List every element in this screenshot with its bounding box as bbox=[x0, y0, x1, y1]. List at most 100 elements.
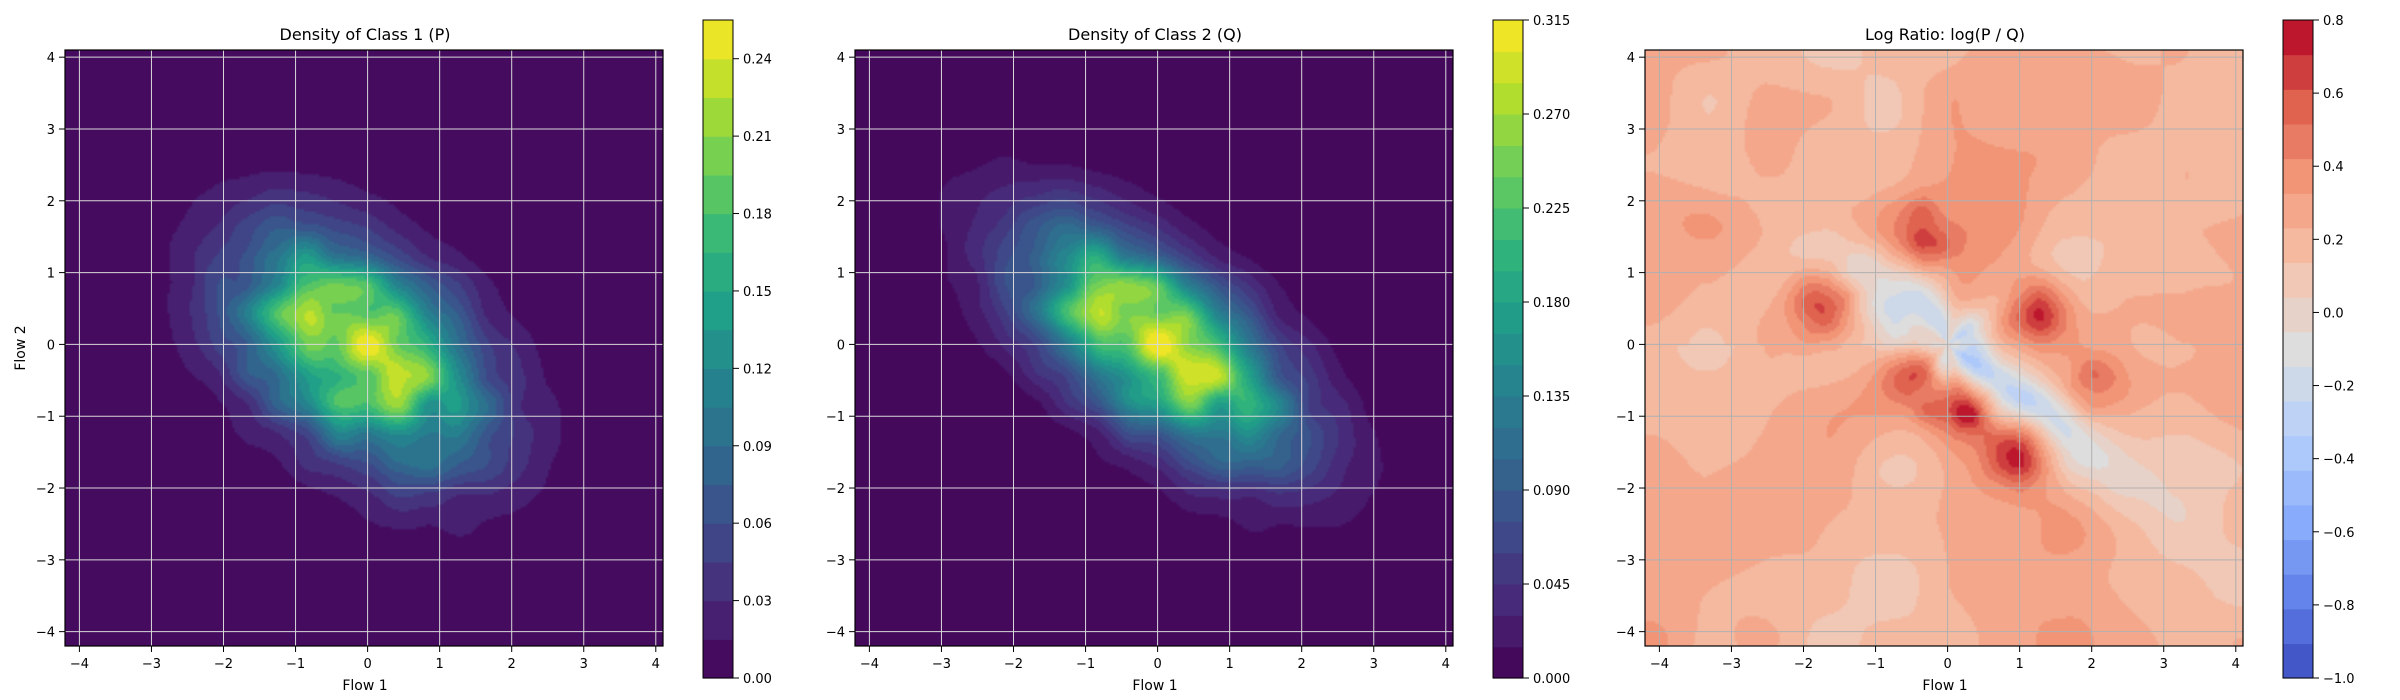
y-tick-label: −1 bbox=[826, 410, 845, 425]
y-tick-label: −2 bbox=[1616, 482, 1635, 497]
x-tick-label: 4 bbox=[652, 657, 660, 672]
y-tick-label: 3 bbox=[47, 123, 55, 138]
colorbar-level bbox=[703, 600, 733, 640]
y-tick-label: 2 bbox=[47, 195, 55, 210]
colorbar: 0.00 0.03 0.06 0.09 0.12 0.15 0.18 0.21 0.24 bbox=[702, 19, 772, 687]
colorbar-tick-label: −0.2 bbox=[2323, 380, 2355, 395]
colorbar-level bbox=[1493, 20, 1523, 52]
contour-field bbox=[1645, 50, 2243, 646]
x-tick-label: −2 bbox=[1004, 657, 1023, 672]
colorbar-level bbox=[703, 484, 733, 524]
x-tick-label: −4 bbox=[70, 657, 89, 672]
colorbar-level bbox=[2283, 20, 2313, 56]
x-tick-label: 0 bbox=[1153, 657, 1161, 672]
colorbar-level bbox=[703, 290, 733, 331]
colorbar-tick-label: 0.4 bbox=[2323, 160, 2344, 175]
y-tick-label: −4 bbox=[1616, 626, 1635, 641]
panel-log-ratio: Log Ratio: log(P / Q) Flow 1 −4 −3 −2 −1 0 1 2… bbox=[1616, 14, 2355, 694]
x-tick-label: 0 bbox=[1943, 657, 1951, 672]
colorbar-level bbox=[1493, 490, 1523, 522]
colorbar-level bbox=[2283, 227, 2313, 264]
y-tick-label: 1 bbox=[1627, 267, 1635, 282]
colorbar-tick-label: 0.270 bbox=[1533, 108, 1570, 123]
x-tick-label: −1 bbox=[1866, 657, 1885, 672]
colorbar-level bbox=[2283, 158, 2313, 194]
y-tick-label: −4 bbox=[826, 626, 845, 641]
colorbar-tick-label: −0.4 bbox=[2323, 453, 2355, 468]
x-tick-label: 3 bbox=[2160, 657, 2168, 672]
colorbar-tick-label: 0.15 bbox=[743, 285, 772, 300]
colorbar-level bbox=[703, 639, 733, 679]
colorbar-level bbox=[2283, 297, 2313, 333]
x-tick-label: −4 bbox=[860, 657, 879, 672]
colorbar-level bbox=[2283, 400, 2313, 437]
colorbar-level bbox=[1493, 302, 1523, 334]
colorbar-frame bbox=[1492, 19, 1524, 679]
y-axis-label: Flow 2 bbox=[13, 325, 29, 370]
panel-density-p: Density of Class 1 (P) Flow 1 Flow 2 −4 −… bbox=[13, 19, 772, 694]
colorbar-tick-label: 0.09 bbox=[743, 440, 772, 455]
x-tick-label: −2 bbox=[1794, 657, 1813, 672]
y-tick-label: −3 bbox=[36, 554, 55, 569]
colorbar-level bbox=[703, 20, 733, 60]
colorbar-level bbox=[1493, 114, 1523, 146]
colorbar-tick-label: 0.21 bbox=[743, 130, 772, 145]
x-tick-label: 2 bbox=[1298, 657, 1306, 672]
colorbar: 0.000 0.045 0.090 0.135 0.180 0.225 0.270 0.315 bbox=[1492, 14, 1570, 687]
x-tick-label: 1 bbox=[1226, 657, 1234, 672]
panel-density-q: Density of Class 2 (Q) Flow 1 −4 −3 −2 −1 0 1… bbox=[826, 14, 1570, 694]
y-tick-label: −2 bbox=[36, 482, 55, 497]
colorbar-frame bbox=[702, 19, 734, 679]
x-tick-label: 4 bbox=[1442, 657, 1450, 672]
colorbar-level bbox=[1493, 552, 1523, 585]
colorbar-level bbox=[1493, 51, 1523, 84]
colorbar-tick-label: 0.12 bbox=[743, 362, 772, 377]
colorbar-level bbox=[703, 445, 733, 486]
colorbar-level bbox=[2283, 470, 2313, 506]
x-tick-label: −3 bbox=[932, 657, 951, 672]
colorbar-level bbox=[2283, 54, 2313, 90]
x-tick-label: 3 bbox=[1370, 657, 1378, 672]
colorbar-tick-label: 0.8 bbox=[2323, 14, 2344, 29]
colorbar-level bbox=[1493, 615, 1523, 648]
colorbar-tick-label: −0.6 bbox=[2323, 526, 2355, 541]
y-tick-label: 0 bbox=[1627, 338, 1635, 353]
colorbar-tick-label: −1.0 bbox=[2323, 672, 2355, 687]
y-tick-label: 0 bbox=[837, 338, 845, 353]
y-tick-label: 0 bbox=[47, 338, 55, 353]
x-axis-label: Flow 1 bbox=[342, 678, 387, 694]
colorbar-level bbox=[2283, 193, 2313, 229]
colorbar-tick-label: 0.315 bbox=[1533, 14, 1570, 29]
colorbar-level bbox=[1493, 646, 1523, 679]
y-tick-label: 4 bbox=[837, 51, 845, 66]
x-tick-label: −3 bbox=[1722, 657, 1741, 672]
x-axis-label: Flow 1 bbox=[1132, 678, 1177, 694]
colorbar-level bbox=[703, 213, 733, 253]
colorbar-level bbox=[1493, 396, 1523, 428]
y-tick-label: −1 bbox=[1616, 410, 1635, 425]
x-tick-label: 2 bbox=[508, 657, 516, 672]
colorbar-tick-label: 0.090 bbox=[1533, 484, 1570, 499]
y-tick-label: 2 bbox=[837, 195, 845, 210]
colorbar-level bbox=[1493, 584, 1523, 616]
colorbar-level bbox=[2283, 643, 2313, 679]
colorbar-tick-label: −0.8 bbox=[2323, 599, 2355, 614]
colorbar-level bbox=[703, 329, 733, 369]
colorbar-level bbox=[2283, 435, 2313, 471]
colorbar-tick-label: 0.24 bbox=[743, 53, 772, 68]
colorbar-level bbox=[2283, 608, 2313, 644]
colorbar-level bbox=[703, 58, 733, 99]
colorbar-level bbox=[2283, 89, 2313, 125]
colorbar-level bbox=[2283, 331, 2313, 367]
colorbar-tick-label: 0.2 bbox=[2323, 233, 2344, 248]
y-tick-label: −4 bbox=[36, 626, 55, 641]
colorbar-level bbox=[703, 136, 733, 176]
colorbar-level bbox=[2283, 262, 2313, 298]
y-tick-label: −3 bbox=[1616, 554, 1635, 569]
colorbar-level bbox=[2283, 539, 2313, 575]
x-tick-label: 4 bbox=[2232, 657, 2240, 672]
colorbar-level bbox=[1493, 458, 1523, 491]
colorbar-level bbox=[703, 368, 733, 408]
axes-frame bbox=[854, 49, 1454, 647]
colorbar-level bbox=[1493, 145, 1523, 178]
